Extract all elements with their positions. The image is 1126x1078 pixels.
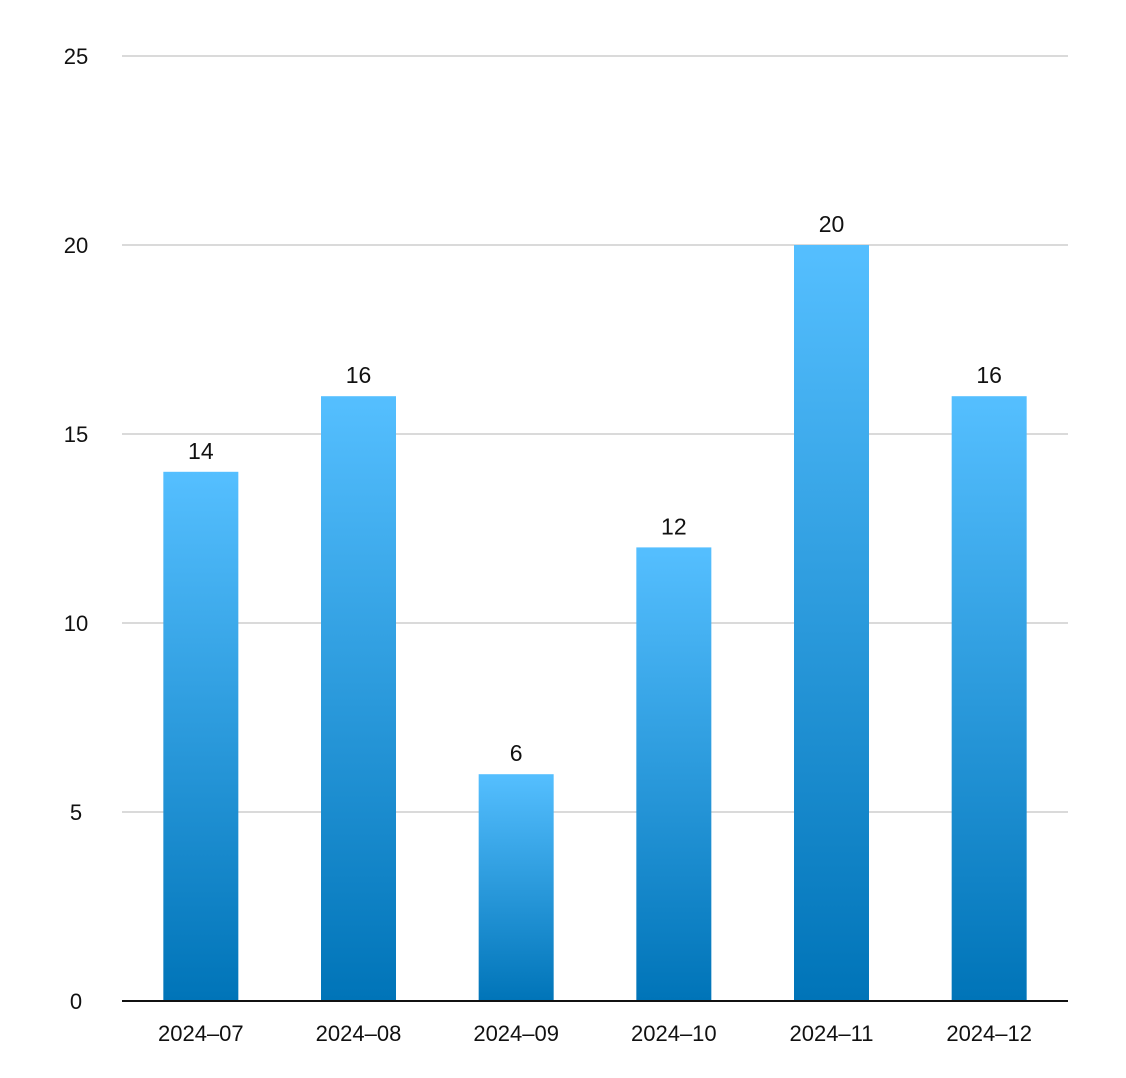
y-tick-label: 0 — [70, 989, 82, 1014]
y-tick-label: 15 — [64, 422, 88, 447]
x-tick-label: 2024–09 — [473, 1021, 559, 1046]
y-axis-ticks: 0 5 10 15 20 25 — [64, 44, 88, 1014]
bars — [163, 245, 1027, 1001]
gridlines — [122, 55, 1068, 813]
y-tick-label: 5 — [70, 800, 82, 825]
bar-value-label: 14 — [188, 438, 214, 464]
x-tick-label: 2024–12 — [946, 1021, 1032, 1046]
bar — [951, 396, 1027, 1001]
y-tick-label: 10 — [64, 611, 88, 636]
data-labels: 14 16 6 12 20 16 — [188, 211, 1002, 766]
bar-value-label: 16 — [346, 362, 372, 388]
bar-value-label: 16 — [976, 362, 1002, 388]
bar-value-label: 12 — [661, 513, 687, 539]
x-tick-label: 2024–10 — [631, 1021, 717, 1046]
bar-value-label: 20 — [819, 211, 845, 237]
x-tick-label: 2024–11 — [789, 1021, 873, 1046]
bar — [794, 245, 869, 1001]
y-tick-label: 20 — [64, 233, 88, 258]
bar — [478, 774, 554, 1001]
x-tick-label: 2024–08 — [316, 1021, 402, 1046]
y-tick-label: 25 — [64, 44, 88, 69]
x-tick-label: 2024–07 — [158, 1021, 244, 1046]
bar — [636, 547, 712, 1001]
x-axis-ticks: 2024–07 2024–08 2024–09 2024–10 2024–11 2024–… — [158, 1021, 1032, 1046]
bar — [163, 471, 239, 1001]
bar — [321, 396, 396, 1001]
bar-value-label: 6 — [510, 740, 523, 766]
